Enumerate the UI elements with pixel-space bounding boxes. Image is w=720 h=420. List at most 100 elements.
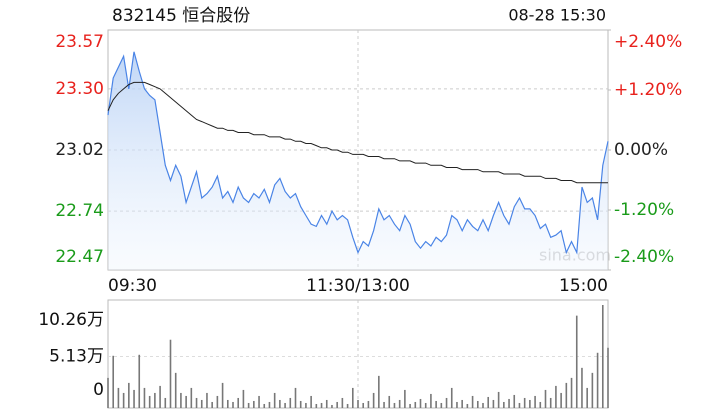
volume-bar — [409, 403, 411, 408]
volume-bar — [487, 396, 490, 408]
average-line — [107, 81, 608, 184]
volume-bar — [164, 397, 167, 408]
volume-bar — [185, 395, 187, 408]
volume-bar — [320, 402, 323, 408]
volume-bar — [305, 402, 307, 408]
volume-bar — [388, 395, 391, 408]
volume-bar — [268, 401, 271, 408]
chart-title: 832145 恒合股份 — [112, 6, 250, 26]
volume-bar — [398, 399, 401, 408]
volume-bar — [174, 372, 177, 408]
volume-bar — [549, 397, 552, 408]
volume-bar — [570, 377, 573, 408]
volume-bar — [331, 404, 333, 408]
volume-bar — [346, 403, 349, 408]
volume-bar — [596, 352, 599, 408]
volume-bar — [263, 403, 266, 408]
price-line — [107, 51, 609, 255]
volume-bar — [206, 392, 208, 408]
volume-bar — [586, 387, 588, 408]
volume-bar — [289, 397, 292, 408]
x-tick-label: 09:30 — [108, 276, 157, 296]
volume-bar — [325, 399, 328, 408]
volume-bar — [122, 392, 125, 408]
volume-bar — [357, 399, 359, 408]
volume-bar — [258, 395, 260, 408]
volume-bar — [112, 355, 115, 408]
volume-bar — [482, 402, 484, 408]
volume-bar — [232, 401, 234, 408]
volume-bar — [508, 398, 510, 408]
volume-bar — [591, 372, 594, 408]
volume-bar — [471, 395, 474, 408]
volume-bar — [523, 397, 526, 408]
volume-bar — [581, 367, 583, 408]
volume-bar — [456, 401, 458, 408]
volume-bar — [513, 394, 516, 408]
y-tick-label: 23.30 — [55, 79, 104, 99]
volume-bar — [534, 395, 536, 408]
y-tick-label: 22.74 — [55, 201, 104, 221]
volume-bar — [445, 397, 448, 408]
volume-bar — [336, 401, 338, 408]
volume-bar — [529, 399, 531, 408]
volume-bar — [351, 387, 354, 408]
volume-bar — [497, 391, 500, 408]
volume-bar — [518, 402, 521, 408]
volume-bar — [393, 402, 396, 408]
y-tick-label: 23.02 — [55, 140, 104, 160]
volume-bar — [128, 382, 130, 408]
volume-bar — [169, 339, 172, 408]
volume-bar — [539, 401, 542, 408]
volume-bar — [555, 385, 557, 408]
volume-tick-label: 10.26万 — [38, 310, 104, 330]
volume-bar — [372, 392, 375, 408]
volume-bar — [294, 387, 297, 408]
volume-bar — [466, 403, 469, 408]
volume-bar — [159, 385, 161, 408]
volume-bar — [190, 387, 193, 408]
y2-tick-label: -1.20% — [614, 200, 674, 220]
y2-tick-label: +1.20% — [614, 80, 682, 100]
y-tick-label: 23.57 — [55, 32, 104, 52]
volume-bar — [221, 382, 224, 408]
volume-bar — [195, 397, 198, 408]
volume-bar — [284, 402, 286, 408]
volume-bar — [430, 393, 432, 408]
volume-bar — [461, 399, 463, 408]
volume-bar — [310, 395, 312, 408]
volume-bar — [440, 402, 443, 408]
volume-bar — [544, 389, 547, 408]
volume-bar — [435, 400, 437, 408]
volume-bar — [216, 395, 219, 408]
volume-bar — [362, 402, 365, 408]
x-tick-label: 11:30/13:00 — [306, 276, 410, 296]
volume-bar — [404, 389, 406, 408]
volume-bar — [383, 401, 385, 408]
timestamp: 08-28 15:30 — [508, 6, 606, 25]
volume-bar — [450, 387, 453, 408]
y2-tick-label: +2.40% — [614, 32, 682, 52]
price-area — [108, 51, 608, 270]
volume-bar — [378, 375, 380, 408]
volume-bar — [419, 398, 422, 408]
volume-bar — [279, 399, 281, 408]
volume-bar — [247, 402, 250, 408]
volume-bar — [414, 401, 417, 408]
volume-bar — [503, 401, 505, 408]
volume-bar — [180, 392, 182, 408]
volume-bar — [492, 399, 495, 408]
volume-bar — [200, 399, 203, 408]
volume-bar — [341, 397, 344, 408]
volume-bar — [138, 354, 141, 408]
volume-bar — [299, 400, 302, 408]
volume-bar — [226, 399, 229, 408]
volume-bar — [154, 392, 156, 408]
volume-bar — [133, 389, 135, 408]
volume-bar — [424, 402, 427, 408]
volume-bar — [143, 387, 146, 408]
volume-bar — [565, 382, 568, 408]
volume-bar — [237, 397, 240, 408]
volume-bar — [607, 347, 609, 408]
